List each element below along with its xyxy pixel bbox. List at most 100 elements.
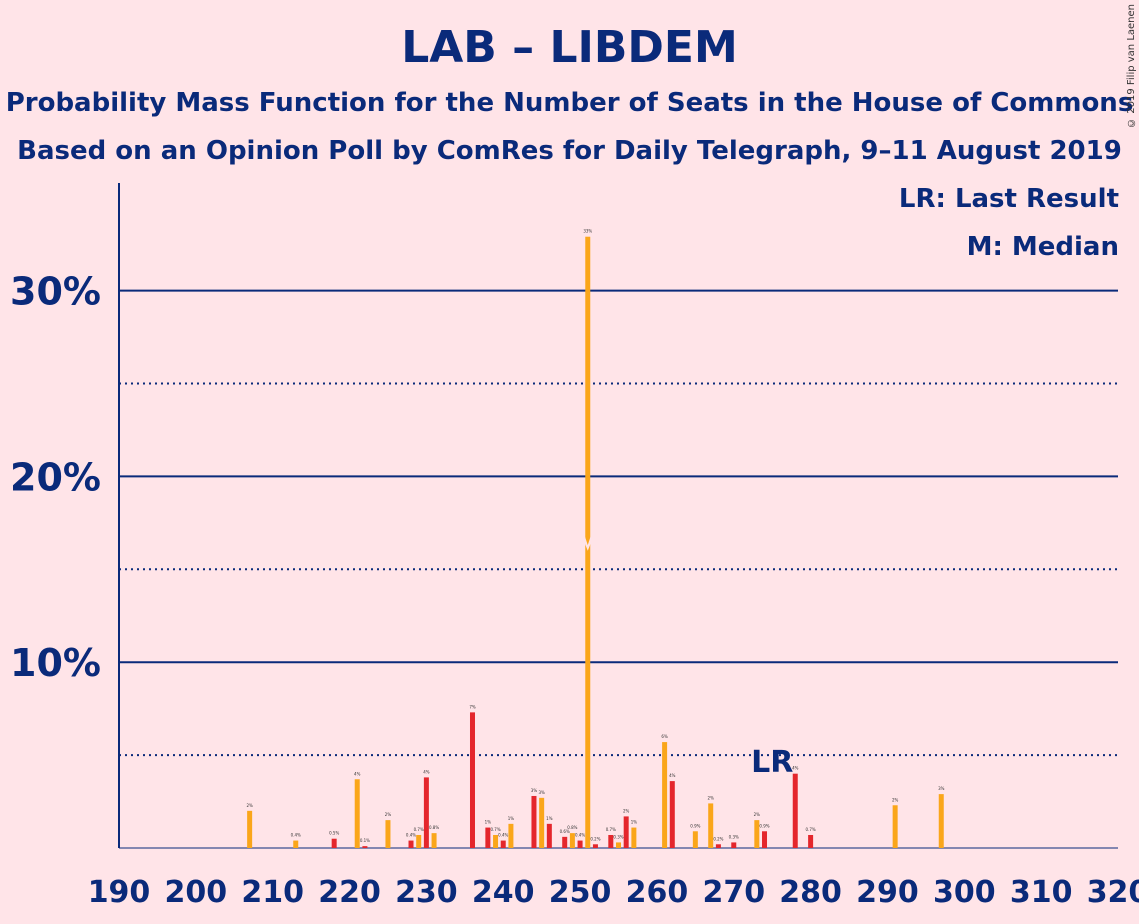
chart-source: Based on an Opinion Poll by ComRes for D… (17, 136, 1122, 166)
bar-libdem (938, 794, 944, 848)
last-result-label: LR (751, 745, 793, 780)
bar-lab (485, 827, 491, 848)
legend-median: M: Median (966, 232, 1119, 262)
bar-value-label: 0.4% (575, 833, 585, 838)
bar-value-label: 0.2% (713, 836, 723, 841)
bar-libdem (431, 833, 437, 848)
x-tick-label: 240 (472, 875, 535, 910)
x-tick-label: 230 (395, 875, 458, 910)
bar-lab (362, 846, 368, 848)
median-marker (584, 535, 591, 551)
x-tick-label: 260 (626, 875, 689, 910)
bar-lab (715, 844, 721, 848)
bar-lab (577, 840, 583, 848)
bar-value-label: 0.7% (490, 827, 500, 832)
y-tick-label: 10% (10, 641, 101, 685)
x-tick-label: 220 (318, 875, 381, 910)
bar-value-label: 1% (546, 816, 553, 821)
bar-value-label: 0.4% (406, 833, 416, 838)
x-tick-label: 320 (1087, 875, 1139, 910)
bar-value-label: 0.9% (690, 823, 700, 828)
bar-value-label: 2% (385, 812, 392, 817)
bar-lab (331, 838, 337, 848)
bar-libdem (662, 742, 668, 848)
bar-lab (608, 834, 614, 848)
x-tick-label: 250 (549, 875, 612, 910)
bar-value-label: 7% (469, 704, 476, 709)
bar-libdem (416, 834, 422, 848)
bar-value-label: 0.3% (613, 834, 623, 839)
bar-libdem (892, 805, 898, 848)
bar-value-label: 33% (583, 229, 592, 234)
bar-value-label: 1% (485, 820, 492, 825)
bar-libdem (493, 834, 499, 848)
bar-value-label: 2% (892, 797, 899, 802)
bar-libdem (708, 803, 714, 848)
chart-title: LAB – LIBDEM (401, 22, 738, 73)
bar-lab (500, 840, 506, 848)
bar-value-label: 0.1% (360, 838, 370, 843)
chart-subtitle: Probability Mass Function for the Number… (5, 88, 1134, 118)
bar-value-label: 3% (531, 788, 538, 793)
bar-value-label: 1% (508, 816, 515, 821)
x-tick-label: 300 (933, 875, 996, 910)
bar-value-label: 0.8% (567, 825, 577, 830)
bar-lab (792, 773, 798, 848)
bar-lab (546, 823, 552, 848)
bar-value-label: 2% (708, 795, 715, 800)
bar-libdem (569, 833, 575, 848)
bar-value-label: 4% (354, 771, 361, 776)
bar-value-label: 0.3% (729, 834, 739, 839)
bar-value-label: 4% (669, 773, 676, 778)
bar-value-label: 0.2% (590, 836, 600, 841)
bar-lab (592, 844, 598, 848)
bar-value-label: 0.7% (606, 827, 616, 832)
bar-libdem (385, 820, 391, 848)
bar-value-label: 0.6% (560, 829, 570, 834)
bar-value-label: 1% (631, 820, 638, 825)
bar-value-label: 4% (423, 769, 430, 774)
bar-lab (408, 840, 414, 848)
bar-value-label: 2% (754, 812, 761, 817)
bar-libdem (754, 820, 760, 848)
bar-value-label: 3% (938, 786, 945, 791)
bar-value-label: 0.4% (498, 833, 508, 838)
bar-value-label: 6% (661, 734, 668, 739)
bar-libdem (616, 842, 621, 848)
x-tick-label: 280 (779, 875, 842, 910)
x-tick-label: 290 (856, 875, 919, 910)
bar-lab (562, 836, 568, 848)
bar-value-label: 0.7% (806, 827, 816, 832)
bar-value-label: 0.9% (759, 823, 769, 828)
bar-lab (808, 834, 814, 848)
bar-libdem (692, 831, 698, 848)
y-tick-label: 20% (10, 455, 101, 499)
bar-lab (623, 816, 629, 848)
bar-lab (531, 795, 537, 848)
x-tick-label: 210 (241, 875, 304, 910)
bar-lab (469, 712, 475, 848)
x-tick-label: 200 (165, 875, 228, 910)
bar-value-label: 2% (623, 808, 630, 813)
bar-value-label: 0.5% (329, 831, 339, 836)
y-tick-label: 30% (10, 270, 101, 314)
bar-value-label: 0.4% (291, 833, 301, 838)
bar-value-label: 3% (538, 790, 545, 795)
x-tick-label: 270 (702, 875, 765, 910)
bar-libdem (539, 797, 545, 848)
legend-last-result: LR: Last Result (898, 184, 1119, 214)
x-tick-label: 310 (1010, 875, 1073, 910)
x-tick-label: 190 (88, 875, 151, 910)
bar-value-label: 0.8% (429, 825, 439, 830)
bar-libdem (585, 236, 591, 848)
bar-value-label: 4% (792, 766, 799, 771)
bar-lab (423, 777, 429, 848)
bar-libdem (508, 823, 514, 848)
bar-libdem (631, 827, 637, 848)
bar-libdem (293, 840, 299, 848)
bar-value-label: 0.7% (414, 827, 424, 832)
bar-lab (731, 842, 737, 848)
bar-value-label: 2% (246, 803, 253, 808)
bar-libdem (247, 810, 253, 848)
